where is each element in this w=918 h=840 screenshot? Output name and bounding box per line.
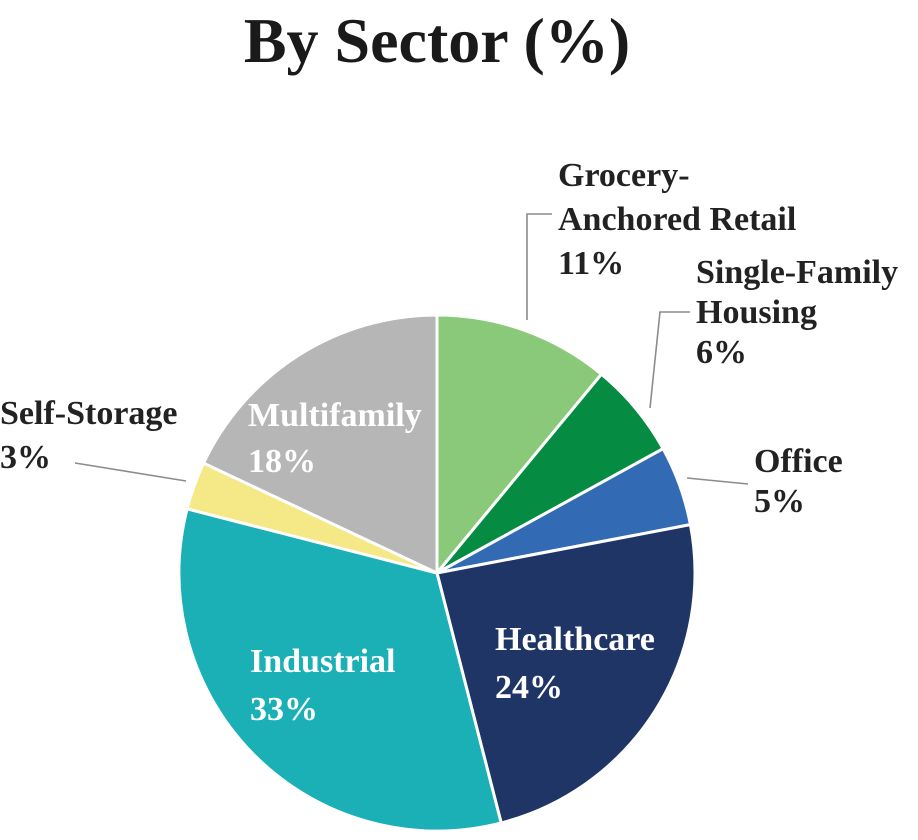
data-label-office: Office 5% xyxy=(754,443,843,520)
pie-slices xyxy=(177,313,697,833)
slice-value-industrial: 33% xyxy=(250,691,318,728)
pie-slice-multifamily xyxy=(202,313,439,575)
slice-value-healthcare: 24% xyxy=(495,669,563,706)
slice-name-multifamily: Multifamily xyxy=(248,397,422,434)
slice-labels: Grocery-Anchored Retail 11% Single-Family H… xyxy=(0,157,898,728)
pie-slice-industrial xyxy=(177,507,503,833)
slice-value-self-storage: 3% xyxy=(0,439,51,476)
chart-title: By Sector (%) xyxy=(244,5,630,76)
slice-value-office: 5% xyxy=(754,483,805,520)
slice-value-grocery-anchored-retail: 11% xyxy=(558,245,624,282)
data-label-multifamily: Multifamily 18% xyxy=(248,397,422,480)
slice-name-grocery-anchored-retail: Anchored Retail xyxy=(558,201,796,238)
pie-slice-healthcare xyxy=(435,523,697,825)
leader-line-grocery-anchored-retail xyxy=(526,213,552,320)
data-label-single-family-housing: Single-Family Housing 6% xyxy=(696,254,898,371)
slice-name-office: Office xyxy=(754,443,843,480)
slice-name-healthcare: Healthcare xyxy=(495,621,655,658)
slice-name-single-family-housing: Single-Family xyxy=(696,254,898,291)
slice-name-grocery-anchored-retail: Grocery- xyxy=(558,157,690,194)
slice-value-multifamily: 18% xyxy=(248,443,316,480)
slice-name-industrial: Industrial xyxy=(250,643,396,680)
data-label-self-storage: Self-Storage 3% xyxy=(0,395,178,476)
leader-lines xyxy=(74,213,749,485)
leader-line-self-storage xyxy=(74,462,187,482)
data-label-healthcare: Healthcare 24% xyxy=(495,621,655,706)
slice-value-single-family-housing: 6% xyxy=(696,334,747,371)
leader-line-office xyxy=(686,477,749,485)
leader-line-single-family-housing xyxy=(649,311,690,409)
pie-slice-grocery-anchored-retail xyxy=(435,313,603,575)
slice-name-single-family-housing: Housing xyxy=(696,294,817,331)
data-label-grocery-anchored-retail: Grocery- Anchored Retail 11% xyxy=(558,157,796,282)
slice-name-self-storage: Self-Storage xyxy=(0,395,178,432)
data-label-industrial: Industrial 33% xyxy=(250,643,396,728)
